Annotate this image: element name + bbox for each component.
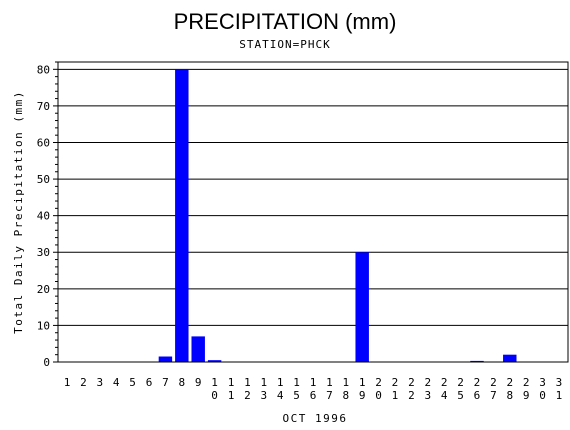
bar-day-10	[207, 360, 222, 362]
bars	[158, 69, 517, 362]
bar-day-7	[158, 356, 173, 362]
bar-day-9	[191, 336, 205, 362]
bar-day-19	[355, 252, 369, 362]
x-tick-label: 8	[178, 376, 185, 389]
y-tick-label: 20	[37, 283, 50, 296]
x-tick-label: 2	[80, 376, 87, 389]
chart-title: PRECIPITATION (mm)	[174, 9, 397, 34]
x-axis-ticks: 1 2 3 4 5 6 7 8 9 1 01 11 21 31 41 51 61 71 81 92 02 12 22 32 42…	[64, 376, 563, 402]
y-axis-ticks: 0 10 20 30 40 50 60 70 80	[37, 61, 58, 369]
x-tick-label: 5	[129, 376, 136, 389]
gridlines	[58, 68, 568, 326]
x-tick-label: 6	[146, 376, 153, 389]
x-tick-label: 9	[195, 376, 202, 389]
x-tick-label: 4	[113, 376, 120, 389]
bar-day-28	[503, 354, 517, 362]
chart-subtitle: STATION=PHCK	[239, 38, 330, 51]
y-tick-label: 70	[37, 100, 50, 113]
plot-frame	[57, 61, 569, 363]
x-axis-label: OCT 1996	[283, 412, 348, 425]
y-tick-label: 80	[37, 63, 50, 76]
x-tick-label: 3	[97, 376, 104, 389]
y-tick-label: 30	[37, 246, 50, 259]
y-tick-label: 40	[37, 210, 50, 223]
x-tick-label: 7	[162, 376, 169, 389]
y-tick-label: 0	[43, 356, 50, 369]
x-tick-label: 1	[64, 376, 71, 389]
y-tick-label: 60	[37, 136, 50, 149]
y-tick-label: 10	[37, 319, 50, 332]
y-axis-label: Total Daily Precipitation (mm)	[12, 90, 25, 334]
y-tick-label: 50	[37, 173, 50, 186]
bar-day-26	[470, 360, 484, 362]
bar-day-8	[175, 69, 189, 362]
